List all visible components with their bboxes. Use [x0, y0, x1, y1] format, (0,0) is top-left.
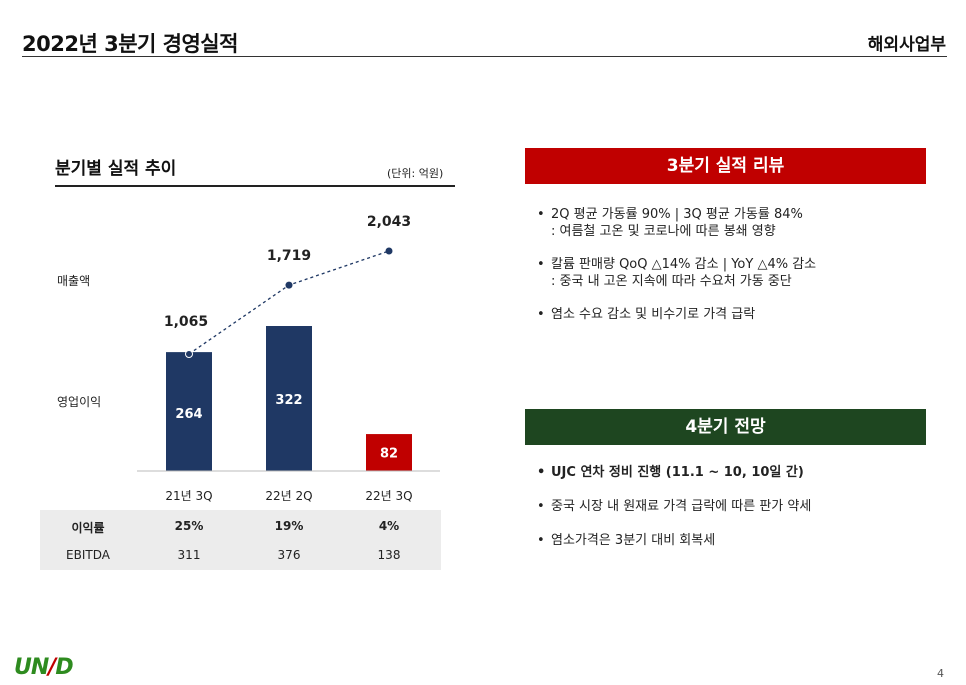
outlook-heading: 4분기 전망	[525, 409, 926, 445]
op-profit-bar-2	[266, 326, 312, 471]
op-profit-label-2: 322	[275, 393, 302, 408]
page-number: 4	[937, 667, 944, 680]
row-label-operating-profit: 영업이익	[57, 395, 102, 409]
unit-label: (단위: 억원)	[387, 167, 444, 180]
op-profit-bar-1	[166, 352, 212, 471]
revenue-point-3	[385, 247, 393, 255]
review-heading: 3분기 실적 리뷰	[525, 148, 926, 184]
category-label-3: 22년 3Q	[365, 489, 412, 503]
outlook-item: • 염소가격은 3분기 대비 회복세	[537, 533, 716, 548]
bullet-icon: •	[537, 533, 545, 548]
table-cell: 138	[377, 548, 401, 562]
metrics-table: 이익률 25% 19% 4% EBITDA 311 376 138	[40, 510, 441, 570]
op-profit-label-3: 82	[380, 447, 398, 462]
outlook-list: • UJC 연차 정비 진행 (11.1 ~ 10, 10일 간) • 중국 시장 내…	[537, 464, 937, 566]
title-divider	[22, 56, 947, 57]
page-title: 2022년 3분기 경영실적	[22, 32, 238, 56]
table-cell: 25%	[174, 519, 204, 533]
revenue-point-1	[185, 350, 193, 358]
review-item: • 2Q 평균 가동률 90% | 3Q 평균 가동률 84%: 여름철 고온 및…	[537, 207, 803, 239]
bullet-icon: •	[537, 465, 546, 480]
op-profit-label-1: 264	[175, 407, 202, 422]
chart-heading-divider	[55, 185, 455, 187]
review-item: • 칼륨 판매량 QoQ △14% 감소 | YoY △4% 감소: 중국 내 고…	[537, 257, 817, 289]
chart-heading: 분기별 실적 추이	[55, 159, 177, 179]
review-list: • 2Q 평균 가동률 90% | 3Q 평균 가동률 84%: 여름철 고온 및…	[537, 206, 937, 339]
table-cell: 311	[177, 548, 201, 562]
outlook-item: • UJC 연차 정비 진행 (11.1 ~ 10, 10일 간)	[537, 465, 804, 480]
row-label-revenue: 매출액	[57, 274, 91, 288]
outlook-item: • 중국 시장 내 원재료 가격 급락에 따른 판가 약세	[537, 499, 812, 514]
bullet-icon: •	[537, 257, 545, 272]
revenue-label-1: 1,065	[164, 314, 208, 330]
category-label-1: 21년 3Q	[165, 489, 212, 503]
bullet-icon: •	[537, 307, 545, 322]
revenue-point-2	[285, 281, 293, 289]
department-label: 해외사업부	[867, 35, 946, 55]
review-item: • 염소 수요 감소 및 비수기로 가격 급락	[537, 307, 756, 322]
table-cell: 19%	[274, 519, 304, 533]
table-cell: 376	[277, 548, 301, 562]
bullet-icon: •	[537, 499, 545, 514]
table-cell: 4%	[378, 519, 400, 533]
company-logo: UN/D	[14, 655, 74, 680]
table-row-label: EBITDA	[66, 548, 110, 562]
revenue-label-2: 1,719	[267, 248, 311, 264]
category-label-2: 22년 2Q	[265, 489, 312, 503]
bullet-icon: •	[537, 207, 545, 222]
table-row-label: 이익률	[71, 521, 105, 535]
revenue-label-3: 2,043	[367, 214, 411, 230]
op-profit-bar-3	[366, 434, 412, 471]
